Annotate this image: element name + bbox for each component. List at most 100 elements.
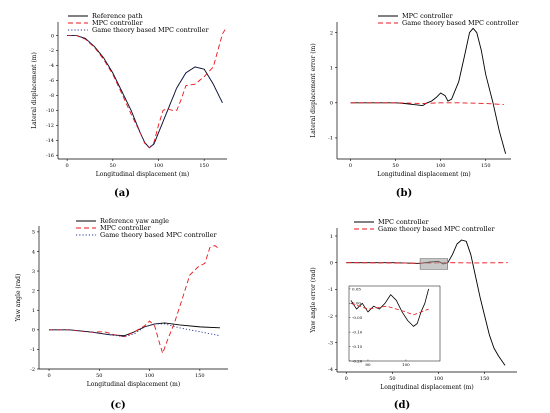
y-tick-label: -16: [46, 153, 54, 159]
series-line: [67, 35, 223, 149]
y-tick-label: 2: [32, 288, 35, 294]
series-line: [350, 27, 507, 154]
x-tick-label: 150: [480, 376, 490, 382]
inset-y-tick-label: 0.05: [352, 286, 361, 291]
inset-y-tick-label: -0.15: [352, 344, 363, 349]
x-tick-label: 100: [436, 163, 446, 169]
inset-x-tick-label: 80: [365, 362, 371, 367]
panel-d-xlabel: Longitudinal displacement (m): [380, 384, 473, 391]
x-tick-label: 150: [199, 163, 209, 169]
panel-c-axes: [38, 226, 228, 370]
y-tick-label: -10: [46, 108, 54, 114]
panel-d-inset: 80 100 0.05 0.00 -0.05 -0.10 -0.15 -0.20: [348, 285, 441, 367]
x-tick-label: 100: [434, 376, 444, 382]
series-line: [346, 262, 508, 264]
panel-c-xlabel: Longitudinal displacement (m): [87, 381, 180, 388]
panel-d-caption: (d): [394, 400, 410, 411]
y-tick-label: 5: [32, 230, 35, 236]
x-tick-label: 0: [47, 373, 50, 379]
y-tick-label: -2: [49, 48, 54, 54]
legend-label: MPC controller: [378, 218, 429, 226]
inset-x-tick-label: 100: [402, 362, 410, 367]
y-tick-label: 0: [51, 33, 54, 39]
x-tick-label: 50: [110, 163, 116, 169]
panel-d-axes: [336, 228, 517, 373]
panel-a-axes: [57, 22, 227, 160]
legend-label: Game theory based MPC controller: [378, 225, 495, 233]
legend-label: Game theory based MPC controller: [100, 231, 217, 239]
legend-label: MPC controller: [100, 224, 151, 232]
inset-series-line: [350, 288, 430, 327]
series-line: [49, 245, 221, 354]
y-tick-label: -4: [328, 367, 333, 373]
y-tick-label: 0: [32, 328, 35, 334]
legend-label: MPC controller: [402, 12, 453, 20]
panel-c-ticks: 0 50 100 150 -2 -1 0 1 2 3 4 5: [30, 230, 204, 379]
legend-label: Reference yaw angle: [100, 217, 169, 225]
y-tick-label: 1: [32, 308, 35, 314]
panel-d-ylabel: Yaw angle error (rad): [310, 267, 317, 333]
y-tick-label: -3: [328, 340, 333, 346]
y-tick-label: 3: [32, 269, 35, 275]
legend-label: Game theory based MPC controller: [92, 26, 209, 34]
y-tick-label: -12: [46, 123, 54, 129]
series-line: [67, 29, 226, 149]
panel-a-ylabel: Lateral displacement (m): [31, 52, 38, 129]
y-tick-label: 0: [330, 260, 333, 266]
y-tick-label: 2: [330, 30, 333, 36]
panel-d: 0 50 100 150 1 0 -1 -2 -3 -4 80 100 0.05 0.00 -0.05 -0…: [310, 218, 517, 411]
x-tick-label: 50: [96, 373, 102, 379]
panel-a-xlabel: Longitudinal displacement (m): [96, 171, 189, 178]
x-tick-label: 100: [145, 373, 155, 379]
y-tick-label: -1: [328, 136, 333, 142]
panel-d-zoom-highlight: [419, 258, 449, 270]
legend-label: Game theory based MPC controller: [402, 19, 519, 27]
inset-y-tick-label: -0.20: [352, 358, 363, 363]
y-tick-label: -6: [49, 78, 54, 84]
inset-y-tick-label: -0.05: [352, 315, 363, 320]
y-tick-label: 4: [32, 249, 35, 255]
y-tick-label: -1: [328, 287, 333, 293]
y-tick-label: -14: [46, 138, 54, 144]
panel-b-ylabel: Lateral displacement error (m): [310, 43, 317, 137]
panel-b-xlabel: Longitudinal displacement (m): [377, 171, 470, 178]
y-tick-label: -8: [49, 93, 54, 99]
x-tick-label: 0: [345, 376, 348, 382]
inset-y-tick-label: 0.00: [352, 301, 361, 306]
series-line: [350, 102, 504, 105]
x-tick-label: 50: [392, 163, 398, 169]
x-tick-label: 0: [349, 163, 352, 169]
x-tick-label: 0: [66, 163, 69, 169]
y-tick-label: -2: [30, 367, 35, 373]
y-tick-label: -2: [328, 314, 333, 320]
panel-b-plot: [350, 27, 507, 154]
panel-b-caption: (b): [396, 188, 412, 199]
y-tick-label: -4: [49, 63, 54, 69]
y-tick-label: 0: [330, 101, 333, 107]
panel-a-plot: [67, 29, 226, 149]
panel-a: 0 50 100 150 0 -2 -4 -6 -8 -10 -12 -14 -16 Reference…: [31, 12, 227, 199]
panel-a-caption: (a): [114, 188, 130, 199]
x-tick-label: 150: [481, 163, 491, 169]
panel-c-caption: (c): [110, 400, 126, 411]
y-tick-label: 1: [330, 234, 333, 240]
panel-b-axes: [336, 22, 511, 160]
zoom-highlight-box: [419, 258, 449, 270]
x-tick-label: 100: [154, 163, 164, 169]
legend-label: MPC controller: [92, 19, 143, 27]
panel-a-ticks: 0 50 100 150 0 -2 -4 -6 -8 -10 -12 -14 -16: [46, 33, 209, 169]
panel-b-ticks: 0 50 100 150 2 1 0 -1: [328, 30, 490, 169]
inset-series-line: [350, 302, 429, 316]
y-tick-label: 1: [330, 65, 333, 71]
panel-c-ylabel: Yaw angle (rad): [15, 274, 22, 323]
panel-d-ticks: 0 50 100 150 1 0 -1 -2 -3 -4: [328, 234, 489, 382]
inset-y-tick-label: -0.10: [352, 330, 363, 335]
y-tick-label: -1: [30, 347, 35, 353]
